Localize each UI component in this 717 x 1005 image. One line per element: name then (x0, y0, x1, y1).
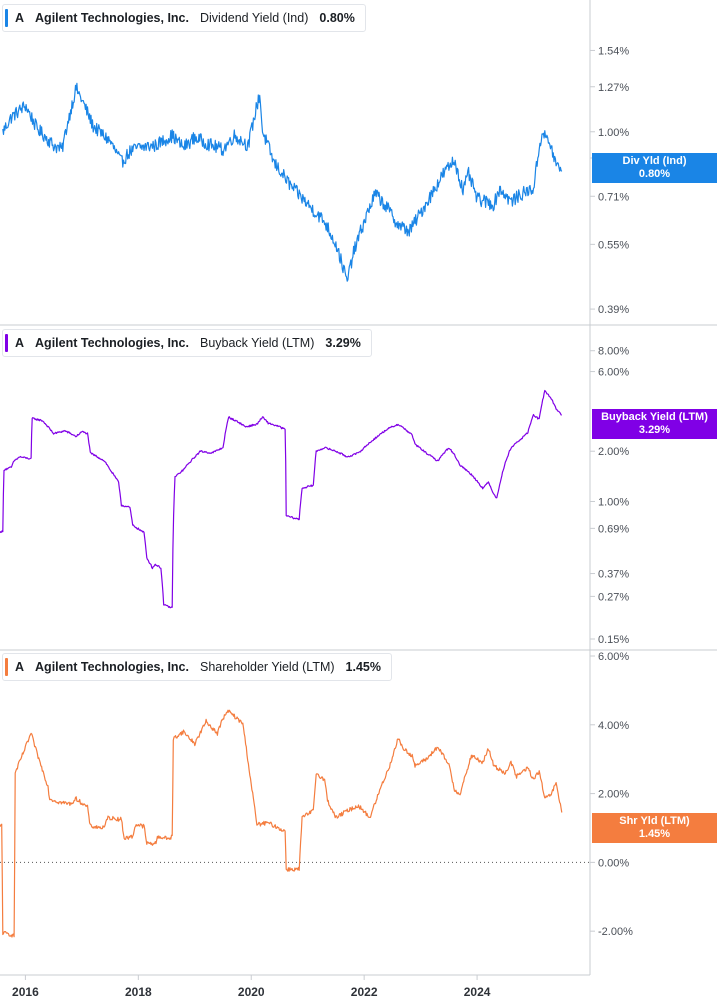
y-tick-label: 6.00% (598, 651, 629, 663)
y-tick-label: 2.00% (598, 446, 629, 458)
legend-color-swatch (5, 9, 8, 27)
x-tick-label: 2024 (464, 985, 491, 999)
x-tick-label: 2018 (125, 985, 152, 999)
legend-dividend-yield: A Agilent Technologies, Inc. Dividend Yi… (2, 4, 366, 32)
tag-label: Buyback Yield (LTM) (601, 411, 708, 423)
tag-value: 1.45% (638, 828, 671, 840)
y-tick-label: 0.69% (598, 523, 629, 535)
y-tick-label: 8.00% (598, 346, 629, 358)
y-tick-label: 4.00% (598, 720, 629, 732)
tag-value: 0.80% (638, 168, 671, 180)
y-tick-label: 0.27% (598, 591, 629, 603)
y-tick-label: 0.55% (598, 239, 629, 251)
x-tick-label: 2016 (12, 985, 39, 999)
x-tick-label: 2022 (351, 985, 378, 999)
legend-ticker: A (15, 660, 25, 674)
legend-value: 0.80% (319, 11, 355, 25)
last-value-tag-buyback: Buyback Yield (LTM) 3.29% (592, 409, 717, 439)
legend-metric: Shareholder Yield (LTM) (199, 660, 335, 674)
legend-shareholder-yield: A Agilent Technologies, Inc. Shareholder… (2, 653, 392, 681)
legend-company: Agilent Technologies, Inc. (35, 11, 189, 25)
y-tick-label: 1.00% (598, 127, 629, 139)
y-tick-label: 0.15% (598, 634, 629, 646)
y-tick-label: 2.00% (598, 789, 629, 801)
y-tick-label: 0.39% (598, 304, 629, 316)
legend-value: 3.29% (325, 336, 361, 350)
legend-metric: Dividend Yield (Ind) (199, 11, 309, 25)
y-tick-label: 0.37% (598, 569, 629, 581)
series-line (0, 389, 562, 609)
y-tick-label: 1.27% (598, 82, 629, 94)
y-tick-label: 0.00% (598, 857, 629, 869)
tag-label: Shr Yld (LTM) (619, 815, 690, 827)
legend-company: Agilent Technologies, Inc. (35, 336, 189, 350)
y-tick-label: -2.00% (598, 926, 633, 938)
legend-company: Agilent Technologies, Inc. (35, 660, 189, 674)
legend-color-swatch (5, 658, 8, 676)
legend-buyback-yield: A Agilent Technologies, Inc. Buyback Yie… (2, 329, 372, 357)
x-tick-label: 2020 (238, 985, 265, 999)
legend-metric: Buyback Yield (LTM) (199, 336, 315, 350)
legend-color-swatch (5, 334, 8, 352)
series-line (0, 709, 563, 938)
series-line (2, 82, 563, 282)
last-value-tag-shareholder: Shr Yld (LTM) 1.45% (592, 813, 717, 843)
last-value-tag-dividend: Div Yld (Ind) 0.80% (592, 153, 717, 183)
legend-ticker: A (15, 336, 25, 350)
y-tick-label: 0.71% (598, 191, 629, 203)
y-tick-label: 1.00% (598, 496, 629, 508)
tag-label: Div Yld (Ind) (622, 155, 687, 167)
y-tick-label: 1.54% (598, 45, 629, 57)
tag-value: 3.29% (638, 424, 671, 436)
y-tick-label: 6.00% (598, 367, 629, 379)
legend-value: 1.45% (345, 660, 381, 674)
legend-ticker: A (15, 11, 25, 25)
